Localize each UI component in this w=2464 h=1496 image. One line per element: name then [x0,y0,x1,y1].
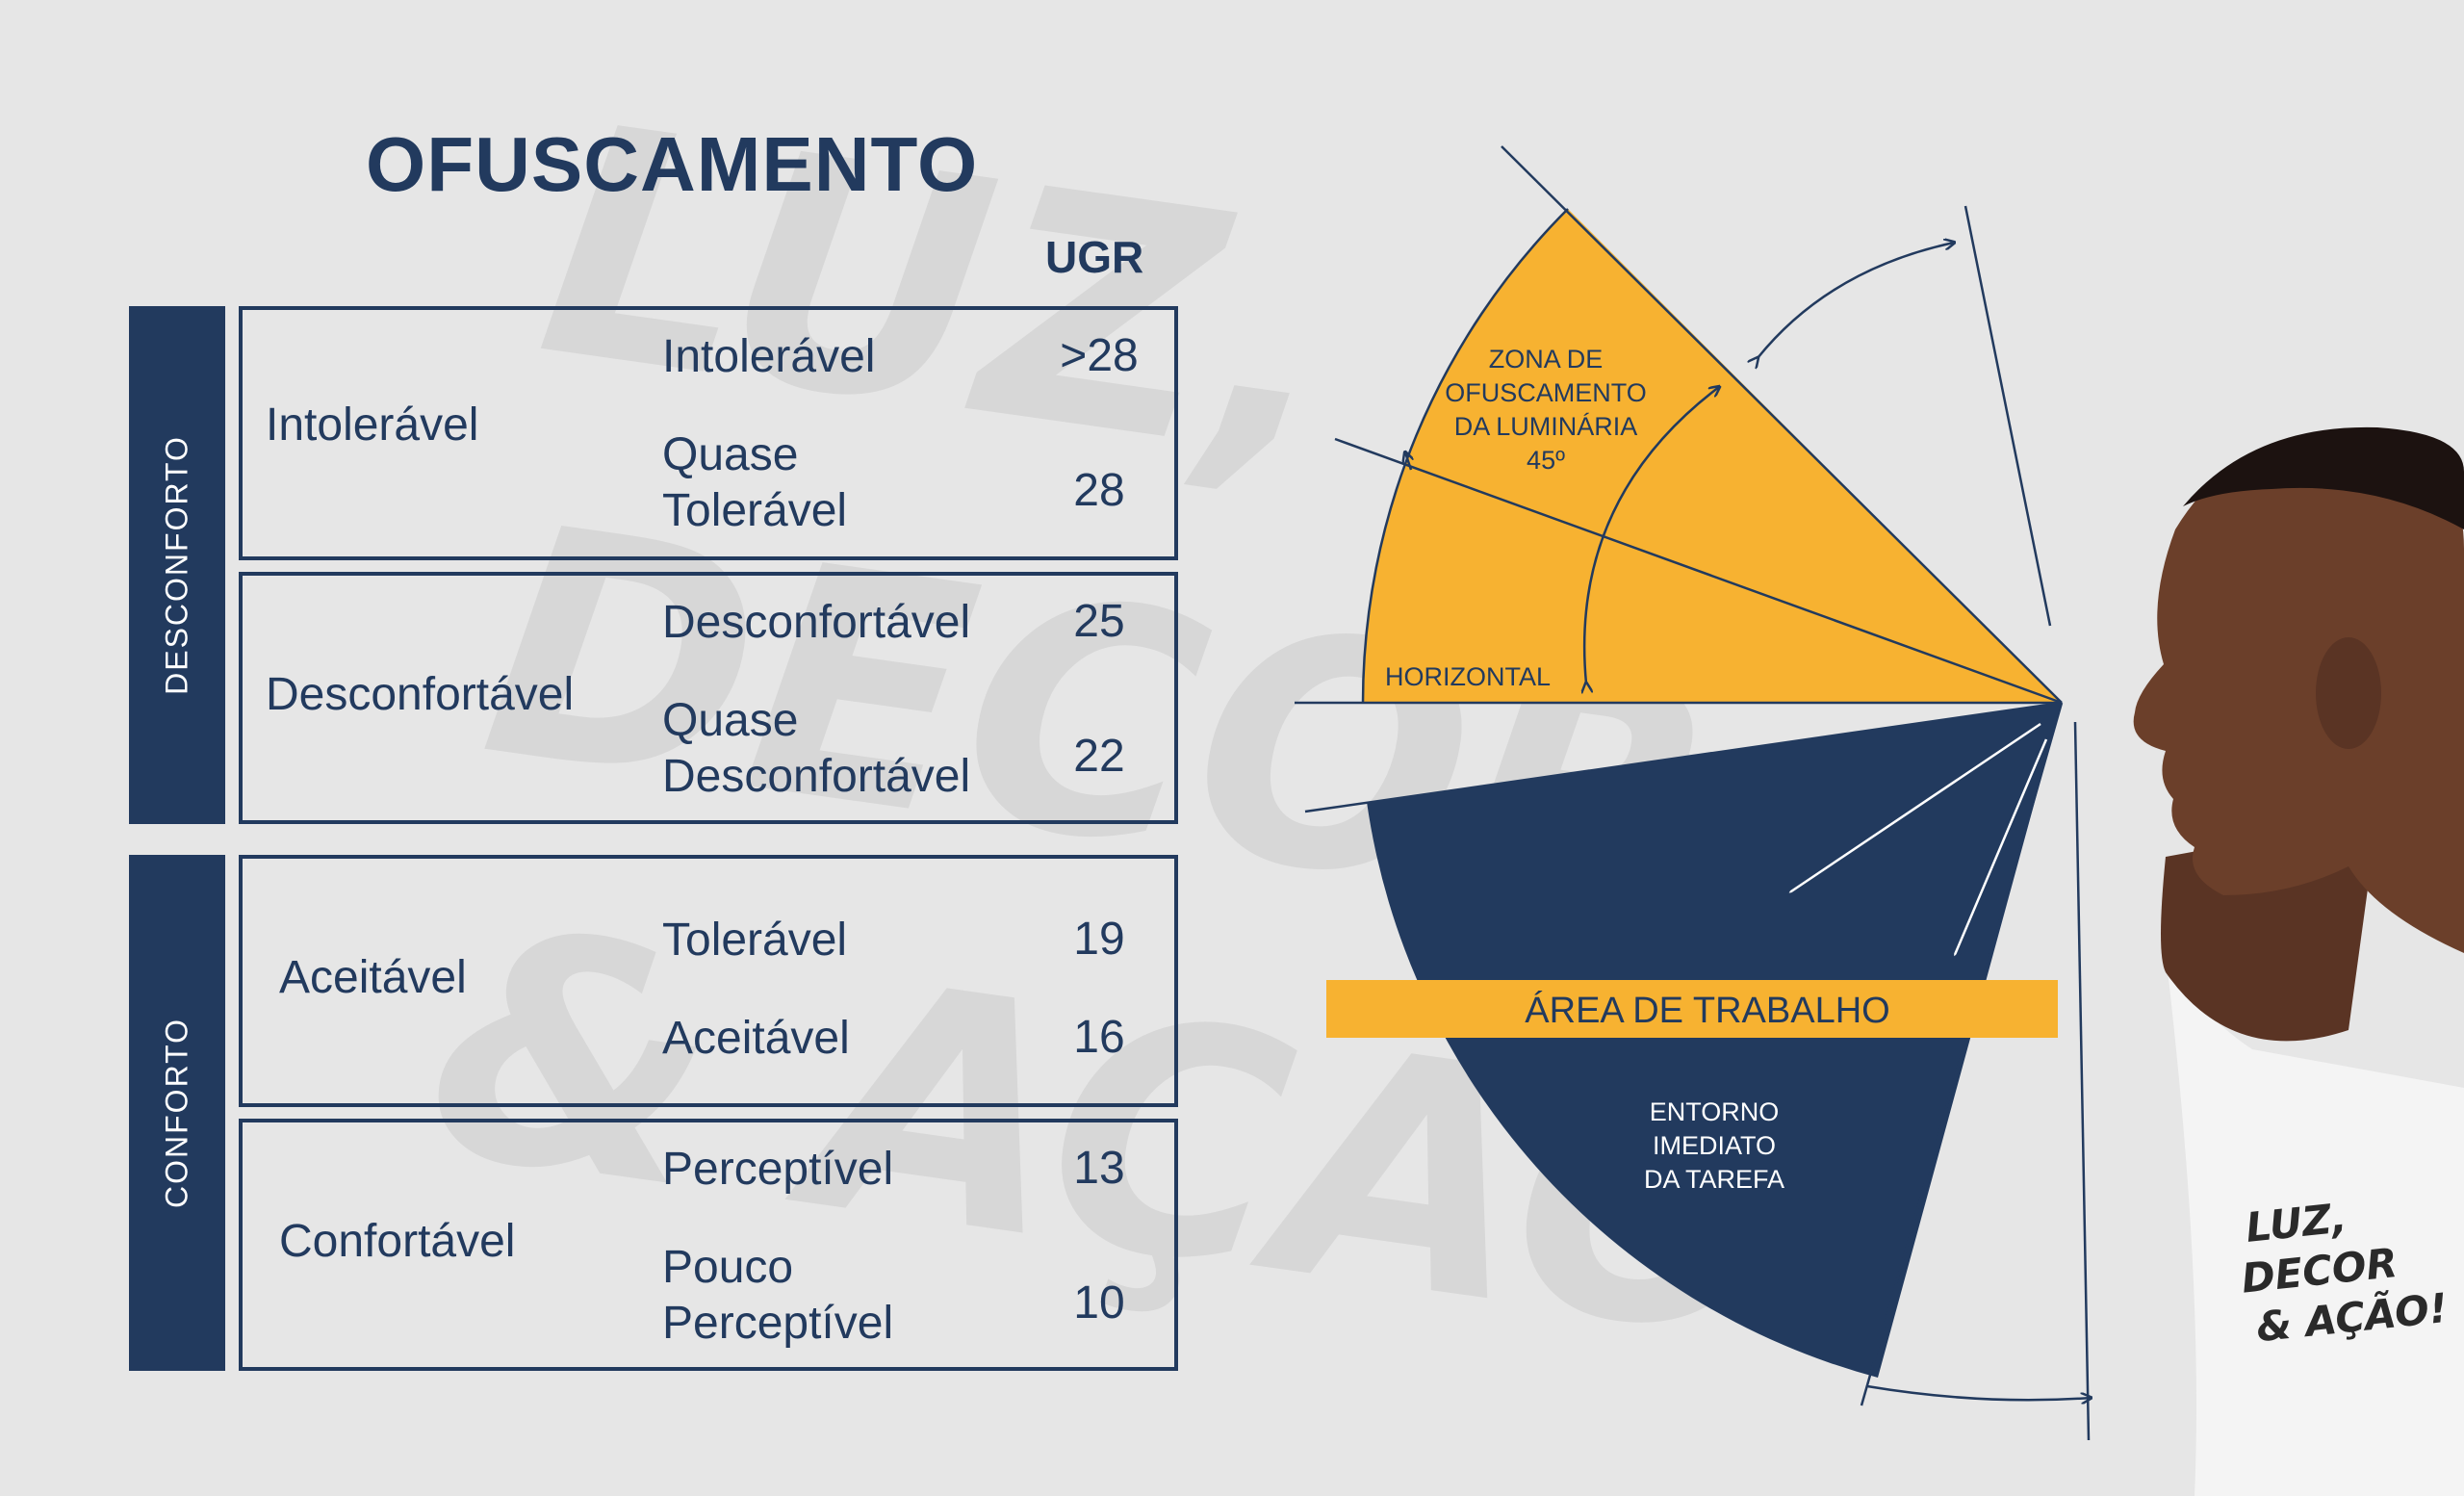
level-label: Pouco Perceptível [662,1242,894,1349]
ugr-value: 16 [1073,1012,1125,1063]
glare-zone-label-line: 45º [1527,446,1565,475]
ugr-value: >28 [1060,330,1139,381]
category-label: Aceitável [279,952,467,1003]
category-label: Intolerável [266,400,479,451]
page-title: OFUSCAMENTO [366,121,979,207]
angle-arrow-upper [1758,243,1954,358]
category-box-confortavel: Confortável Perceptível 13 Pouco Percept… [239,1119,1178,1371]
horizontal-label: HORIZONTAL [1385,662,1551,691]
level-label: Desconfortável [662,597,971,648]
level-label: Quase Desconfortável [662,695,971,802]
glare-limit-line [1501,145,2063,704]
glare-zone-label-line: OFUSCAMENTO [1445,378,1647,407]
category-box-desconfortavel: Desconfortável Desconfortável 25 Quase D… [239,572,1178,824]
glare-zone-wedge [1363,209,2062,703]
surroundings-label-line: ENTORNO [1650,1097,1780,1126]
category-box-aceitavel: Aceitável Tolerável 19 Aceitável 16 [239,855,1178,1107]
ugr-column-header: UGR [1045,232,1144,282]
ear [2316,637,2381,749]
vertical-reference-upper [1964,205,2052,627]
category-label: Desconfortável [266,669,575,720]
ugr-value: 13 [1073,1143,1125,1194]
task-surroundings-wedge [1367,703,2062,1378]
ugr-value: 22 [1073,731,1125,782]
direction-arrow-diagonal [1788,722,2041,893]
vertical-reference-lower [2073,721,2091,1441]
angle-arrow-lower [1866,1384,2091,1400]
person-profile-illustration: LUZ, DECOR & AÇÃO! [2133,426,2464,1496]
work-area-bar [1326,980,2058,1038]
hair [2183,426,2464,529]
logo-line: LUZ, [2244,1194,2349,1251]
ugr-value: 28 [1073,465,1125,516]
ugr-value: 25 [1073,596,1125,647]
level-label: Tolerável [662,915,848,966]
direction-arrow-down [1954,738,2048,957]
glare-zone-label-line: ZONA DE [1489,345,1604,374]
category-label: Confortável [279,1216,516,1267]
work-area-label: ÁREA DE TRABALHO [1525,990,1889,1031]
arc-outline [1361,208,1569,704]
side-label-desconforto: DESCONFORTO [129,306,225,824]
angle-arrow-45 [1584,387,1719,684]
glare-zone-label-line: DA LUMINÁRIA [1454,412,1638,441]
ugr-value: 19 [1073,914,1125,965]
glare-zone-label: ZONA DE OFUSCAMENTO DA LUMINÁRIA 45º [1445,345,1647,475]
surroundings-label-line: DA TAREFA [1644,1165,1784,1194]
level-label: Quase Tolerável [662,429,848,536]
category-box-intoleravel: Intolerável Intolerável >28 Quase Tolerá… [239,306,1178,560]
side-label-conforto: CONFORTO [129,855,225,1371]
level-label: Aceitável [662,1013,850,1064]
head [2133,433,2464,953]
surroundings-label-line: IMEDIATO [1653,1131,1776,1160]
shirt [2166,953,2464,1496]
surroundings-label: ENTORNO IMEDIATO DA TAREFA [1644,1097,1784,1194]
ugr-value: 10 [1073,1277,1125,1328]
surroundings-limit-line [1860,702,2064,1406]
level-label: Intolerável [662,331,876,382]
level-label: Perceptível [662,1144,894,1195]
angle-arrow-small [1405,452,1411,471]
sightline-lower [1304,701,2063,813]
